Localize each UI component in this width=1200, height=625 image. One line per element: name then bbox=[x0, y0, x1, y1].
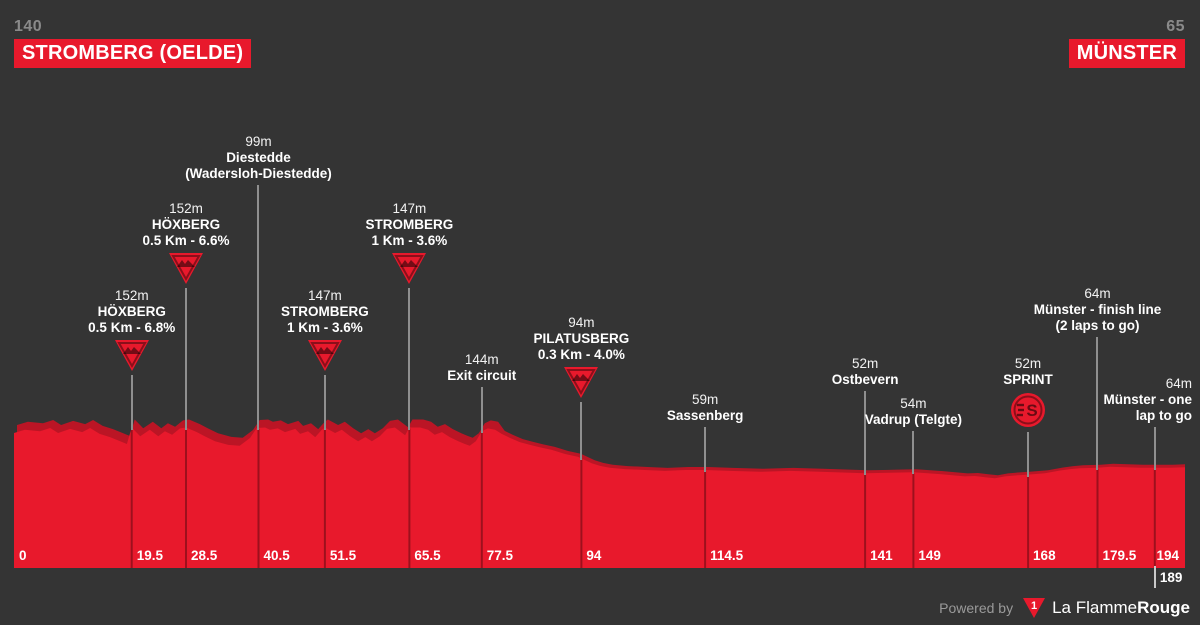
powered-by-label: Powered by bbox=[939, 600, 1014, 616]
marker-elevation: 94m bbox=[568, 315, 595, 330]
la-flamme-rouge-brand[interactable]: 1 La FlammeRouge bbox=[1022, 597, 1190, 619]
marker-elevation: 144m bbox=[464, 352, 499, 367]
axis-label-94km: 94 bbox=[586, 548, 602, 563]
profile-main-area bbox=[14, 427, 1185, 568]
marker-connector-line bbox=[185, 288, 188, 430]
axis-label-189km: 189 bbox=[1159, 570, 1183, 585]
marker-name: Sassenberg bbox=[666, 408, 744, 423]
marker-name-line2: (Wadersloh-Diestedde) bbox=[185, 166, 332, 181]
marker-connector-line bbox=[704, 427, 707, 473]
marker-name: HÖXBERG bbox=[151, 217, 221, 232]
axis-label-179.5km: 179.5 bbox=[1102, 548, 1137, 563]
marker-hoxberg-1: 152m HÖXBERG 0.5 Km - 6.8% bbox=[44, 288, 220, 372]
marker-detail: 1 Km - 3.6% bbox=[286, 320, 363, 335]
marker-elevation: 64m bbox=[1084, 286, 1111, 301]
marker-name: STROMBERG bbox=[365, 217, 454, 232]
marker-pilatusberg: 94m PILATUSBERG 0.3 Km - 4.0% bbox=[493, 315, 669, 399]
marker-detail: 0.3 Km - 4.0% bbox=[537, 347, 625, 362]
marker-name: Vadrup (Telgte) bbox=[864, 412, 962, 427]
marker-elevation: 147m bbox=[392, 201, 427, 216]
marker-connector-line bbox=[1027, 432, 1030, 477]
axis-below-tick bbox=[1153, 566, 1156, 588]
marker-name: STROMBERG bbox=[280, 304, 369, 319]
marker-name-line2: (2 laps to go) bbox=[1055, 318, 1140, 333]
marker-connector-line bbox=[864, 391, 867, 476]
finish-elevation: 65 bbox=[1166, 18, 1185, 35]
marker-connector-line bbox=[1153, 427, 1156, 470]
marker-sassenberg: 59m Sassenberg bbox=[617, 392, 793, 424]
marker-ostbevern: 52m Ostbevern bbox=[777, 356, 953, 388]
climb-icon bbox=[564, 367, 599, 398]
marker-vadrup: 54m Vadrup (Telgte) bbox=[825, 396, 1001, 428]
brand-text: La FlammeRouge bbox=[1052, 598, 1190, 617]
marker-name-line2: lap to go bbox=[1135, 408, 1192, 423]
axis-label-149km: 149 bbox=[918, 548, 941, 563]
climb-icon bbox=[169, 253, 204, 284]
axis-label-168km: 168 bbox=[1033, 548, 1056, 563]
axis-label-194km: 194 bbox=[1156, 548, 1179, 563]
axis-label-65.5km: 65.5 bbox=[414, 548, 441, 563]
marker-name: Exit circuit bbox=[447, 368, 517, 383]
axis-label-51.5km: 51.5 bbox=[329, 548, 357, 563]
marker-name: Diestedde bbox=[226, 150, 291, 165]
marker-exit-circuit: 144m Exit circuit bbox=[394, 352, 570, 384]
la-flamme-rouge-logo-icon: 1 bbox=[1023, 598, 1046, 618]
axis-label-28.5km: 28.5 bbox=[191, 548, 218, 563]
climb-icon bbox=[307, 340, 342, 371]
marker-name: Münster - finish line bbox=[1033, 302, 1162, 317]
marker-sprint: 52m SPRINT S bbox=[940, 356, 1116, 429]
marker-name: PILATUSBERG bbox=[533, 331, 630, 346]
marker-connector-line bbox=[1096, 337, 1099, 470]
svg-text:S: S bbox=[1026, 401, 1037, 420]
marker-detail: 0.5 Km - 6.6% bbox=[142, 233, 230, 248]
marker-stromberg-2: 147m STROMBERG 1 Km - 3.6% bbox=[321, 201, 497, 285]
marker-elevation: 152m bbox=[169, 201, 203, 216]
climb-icon bbox=[392, 253, 427, 284]
start-elevation: 140 bbox=[14, 18, 43, 35]
marker-name: SPRINT bbox=[1003, 372, 1053, 387]
marker-name: Münster - one bbox=[1103, 392, 1192, 407]
axis-label-77.5km: 77.5 bbox=[486, 548, 514, 563]
footer-credit: Powered by 1 La FlammeRouge bbox=[939, 595, 1190, 621]
sprint-icon: S bbox=[1011, 393, 1046, 427]
axis-label-141km: 141 bbox=[870, 548, 893, 563]
marker-name: Ostbevern bbox=[831, 372, 899, 387]
marker-detail: 1 Km - 3.6% bbox=[371, 233, 448, 248]
svg-text:1: 1 bbox=[1031, 600, 1037, 612]
marker-hoxberg-2: 152m HÖXBERG 0.5 Km - 6.6% bbox=[98, 201, 274, 285]
marker-elevation: 54m bbox=[900, 396, 927, 411]
marker-elevation: 99m bbox=[245, 134, 272, 149]
marker-stromberg-1: 147m STROMBERG 1 Km - 3.6% bbox=[237, 288, 413, 372]
marker-connector-line bbox=[480, 387, 483, 434]
marker-connector-line bbox=[408, 288, 411, 430]
marker-connector-line bbox=[130, 375, 133, 430]
marker-munster-finish: 64m Münster - finish line (2 laps to go) bbox=[1009, 286, 1185, 334]
axis-label-0km: 0 bbox=[19, 548, 27, 563]
axis-label-19.5km: 19.5 bbox=[136, 548, 163, 563]
marker-connector-line bbox=[580, 402, 583, 461]
marker-detail: 0.5 Km - 6.8% bbox=[88, 320, 176, 335]
axis-label-40.5km: 40.5 bbox=[263, 548, 290, 563]
marker-elevation: 59m bbox=[691, 392, 719, 407]
marker-diestedde: 99m Diestedde (Wadersloh-Diestedde) bbox=[170, 134, 346, 182]
marker-elevation: 64m bbox=[1165, 376, 1192, 391]
marker-elevation: 52m bbox=[1014, 356, 1042, 371]
climb-icon bbox=[114, 340, 149, 371]
start-location-banner: STROMBERG (OELDE) bbox=[14, 39, 252, 68]
marker-name: HÖXBERG bbox=[97, 304, 166, 319]
marker-elevation: 52m bbox=[851, 356, 879, 371]
marker-connector-line bbox=[912, 431, 915, 475]
marker-munster-one-lap: 64m Münster - one lap to go bbox=[1042, 376, 1192, 424]
marker-connector-line bbox=[257, 185, 260, 430]
marker-elevation: 152m bbox=[114, 288, 149, 303]
marker-elevation: 147m bbox=[307, 288, 342, 303]
axis-label-114.5km: 114.5 bbox=[710, 548, 744, 563]
marker-connector-line bbox=[323, 375, 326, 430]
finish-location-banner: MÜNSTER bbox=[1068, 39, 1185, 68]
